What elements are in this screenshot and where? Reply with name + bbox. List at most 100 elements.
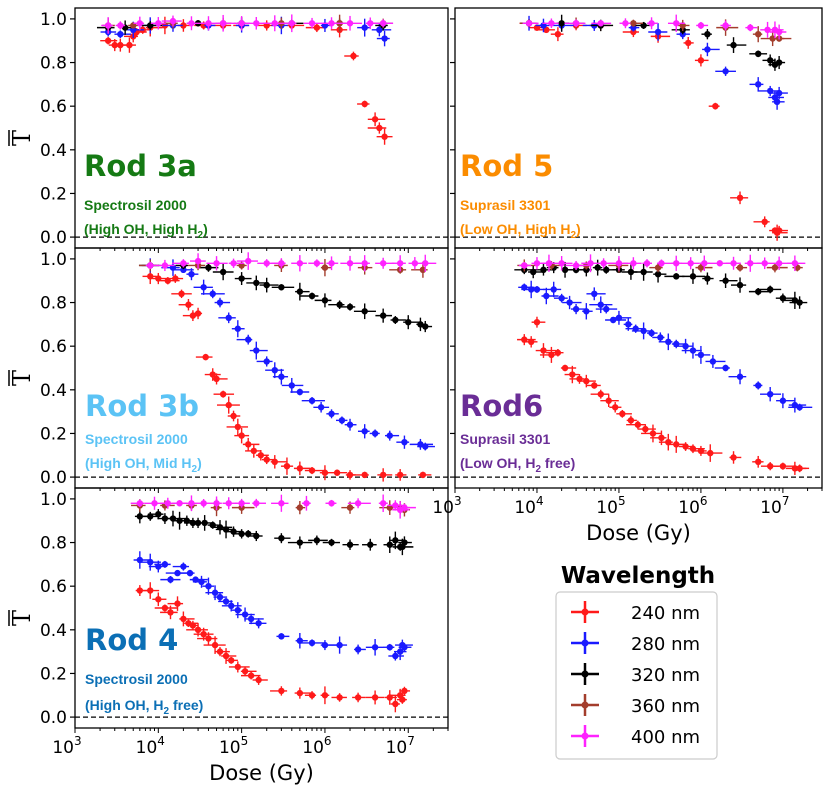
data-marker [755,81,762,88]
data-point [213,390,235,398]
axes-frame [74,487,449,729]
data-marker [328,539,335,546]
data-marker [401,644,408,651]
data-point [525,286,545,293]
data-point [160,575,181,584]
data-marker [689,273,697,280]
data-point [769,86,788,100]
data-point [216,396,240,414]
data-marker [401,539,408,546]
data-marker [572,262,580,269]
data-marker [583,308,590,315]
data-point [753,216,770,228]
data-marker [766,462,774,470]
data-point [390,695,400,713]
data-point [284,14,297,33]
data-point [696,21,709,29]
data-point [226,418,249,436]
data-marker [167,609,174,616]
data-marker [117,30,124,38]
data-marker [371,430,379,437]
data-point [409,438,434,450]
data-point [336,416,348,425]
data-point [420,320,433,333]
data-marker [147,262,154,269]
y-tick-label: 0.6 [40,577,67,597]
data-point [705,354,726,368]
data-marker [328,410,335,418]
data-point [398,536,412,549]
data-marker [600,260,607,267]
data-marker [550,286,557,293]
panel-rod-3a: 0.0 0.2 0.4 0.6 0.8 1.0 T Rod 3a Spectrosil 2000… [8,7,449,253]
data-marker [630,260,637,267]
legend-item: 320 nm [571,663,700,686]
data-marker [773,98,781,106]
data-marker [540,347,547,354]
data-marker [328,20,335,27]
data-marker [288,20,295,27]
data-point [179,569,195,577]
data-point [580,374,596,388]
data-marker [381,35,388,42]
y-tick-label: 0.4 [40,621,67,641]
data-marker [172,275,179,282]
data-marker [213,260,220,267]
rod-title: Rod 3b [85,389,199,423]
y-tick-label: 1.0 [40,250,67,270]
legend-marker-dot [581,608,589,616]
data-marker [216,299,224,306]
data-marker [245,257,252,265]
data-point [362,538,377,551]
panel-rod-3b: 0.0 0.2 0.4 0.6 0.8 1.0 T Rod 3b Spectrosil 2000… [8,247,449,493]
data-point [130,499,145,508]
data-marker [747,260,754,267]
data-marker [185,301,192,308]
data-point [518,262,532,269]
legend-marker-dot [581,732,589,740]
data-point [581,254,597,273]
series-400nm [522,14,787,40]
data-marker [642,425,649,433]
data-marker [545,260,553,267]
data-point [729,451,742,464]
data-point [227,410,241,422]
data-marker [263,260,270,267]
data-point [293,461,311,476]
data-marker [189,622,197,629]
data-marker [253,500,260,507]
data-point [795,464,810,473]
data-marker [271,366,278,374]
data-marker [722,68,729,75]
data-point [187,620,198,631]
data-point [162,510,186,527]
data-marker [361,471,368,479]
data-marker [405,318,412,326]
data-point [295,501,306,515]
data-point [699,255,710,272]
data-marker [396,471,404,479]
data-marker [654,270,662,278]
data-point [281,377,304,393]
data-marker [346,20,354,27]
data-point [673,338,693,354]
data-point [376,128,393,145]
data-marker [558,260,565,267]
x-axis-label: Dose (Gy) [209,761,314,785]
data-marker [791,260,799,267]
data-marker [234,606,242,614]
data-marker [180,615,187,623]
data-point [772,93,785,110]
data-marker [178,290,185,298]
data-marker [136,513,144,520]
data-marker [147,587,154,594]
data-marker [376,26,383,34]
legend-label: 400 nm [631,727,700,748]
data-point [287,536,313,549]
data-marker [591,290,598,298]
data-point [300,292,319,300]
data-point [376,30,390,47]
data-point [541,287,559,305]
data-point [215,520,232,539]
data-point [642,259,652,268]
